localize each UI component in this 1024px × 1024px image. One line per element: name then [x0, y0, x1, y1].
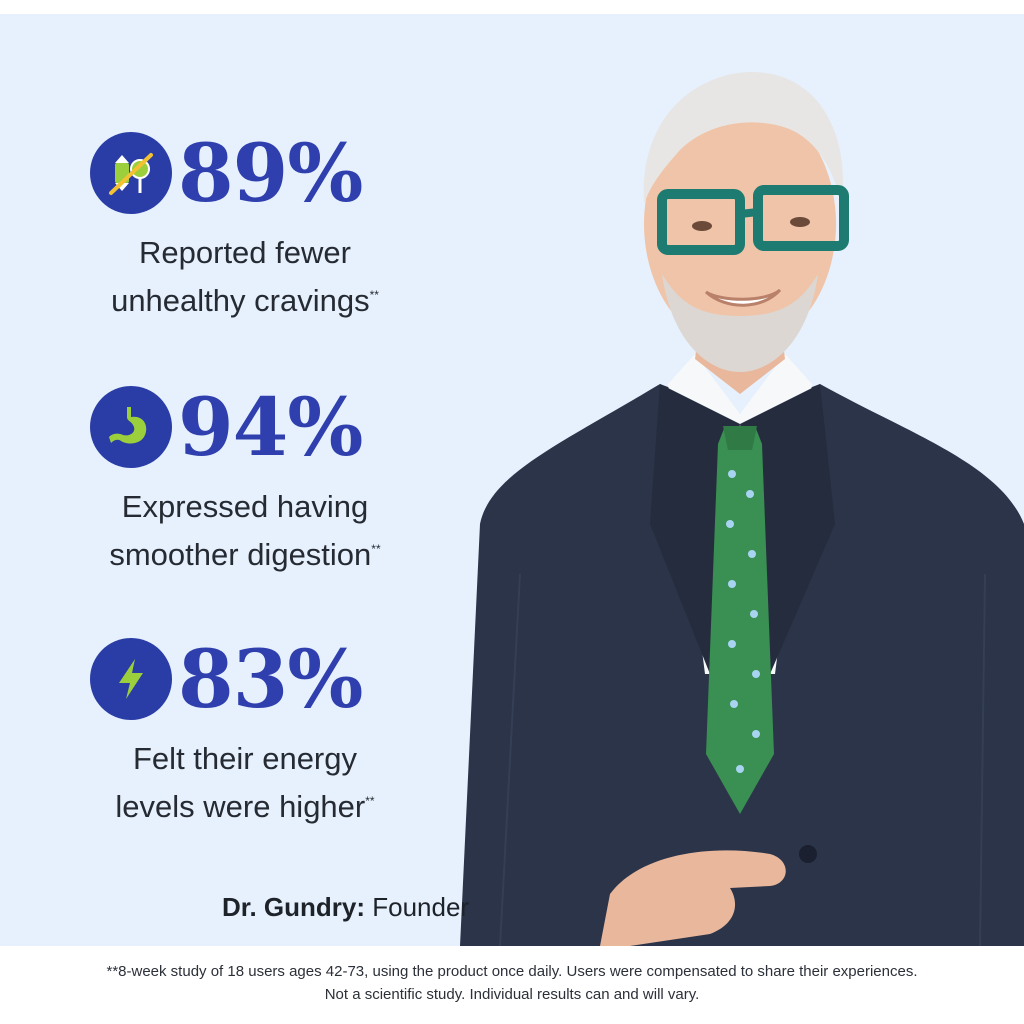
stat-line-2-text: levels were higher	[115, 789, 366, 824]
founder-role: Founder	[365, 892, 470, 922]
infographic-panel: 89% Reported fewer unhealthy cravings** …	[0, 14, 1024, 946]
stat-energy: 83% Felt their energy levels were higher…	[90, 636, 400, 828]
footnote: **8-week study of 18 users ages 42-73, u…	[0, 960, 1024, 1006]
founder-caption: Dr. Gundry: Founder	[222, 892, 469, 923]
stat-line-2-text: unhealthy cravings	[111, 283, 370, 318]
footnote-line-2: Not a scientific study. Individual resul…	[324, 986, 700, 1003]
stat-header: 89%	[90, 130, 400, 216]
stat-description: Expressed having smoother digestion**	[90, 486, 400, 576]
footnote-marker: **	[365, 794, 375, 808]
stat-line-1: Reported fewer	[139, 235, 351, 270]
stat-header: 94%	[90, 384, 400, 470]
stat-line-2: levels were higher**	[90, 780, 400, 828]
stat-line-1: Felt their energy	[133, 741, 357, 776]
stat-cravings: 89% Reported fewer unhealthy cravings**	[90, 130, 400, 322]
stat-line-2: unhealthy cravings**	[90, 274, 400, 322]
stat-line-2: smoother digestion**	[90, 528, 400, 576]
footnote-marker: **	[371, 542, 381, 556]
stat-percent: 94%	[178, 380, 363, 474]
footnote-line-1: **8-week study of 18 users ages 42-73, u…	[106, 963, 918, 980]
candy-lollipop-icon	[90, 132, 172, 214]
lightning-bolt-icon	[90, 638, 172, 720]
stat-description: Felt their energy levels were higher**	[90, 738, 400, 828]
stat-header: 83%	[90, 636, 400, 722]
stat-line-2-text: smoother digestion	[109, 537, 372, 572]
stat-description: Reported fewer unhealthy cravings**	[90, 232, 400, 322]
founder-photo	[460, 72, 1024, 946]
founder-name: Dr. Gundry:	[222, 892, 366, 922]
stat-digestion: 94% Expressed having smoother digestion*…	[90, 384, 400, 576]
stat-line-1: Expressed having	[121, 489, 369, 524]
stomach-icon	[90, 386, 172, 468]
stat-percent: 83%	[178, 632, 363, 726]
footnote-marker: **	[369, 288, 379, 302]
stat-percent: 89%	[178, 126, 363, 220]
